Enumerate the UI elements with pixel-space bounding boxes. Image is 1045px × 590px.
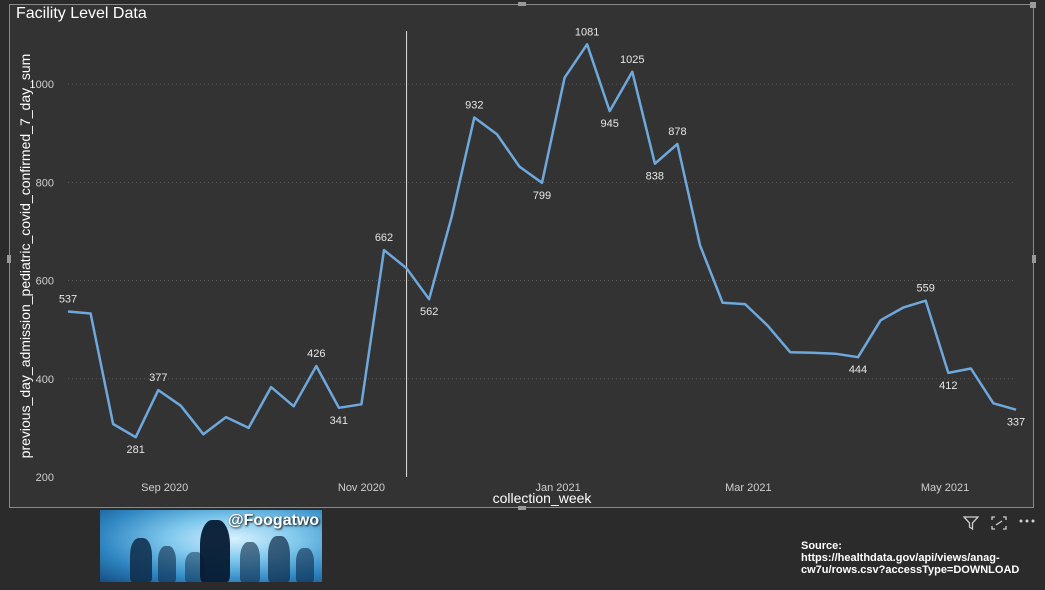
data-label: 662 bbox=[375, 232, 393, 244]
x-tick-label: Nov 2020 bbox=[338, 482, 385, 494]
y-tick-label: 800 bbox=[36, 177, 54, 189]
y-tick-label: 1000 bbox=[30, 79, 54, 91]
x-tick-label: May 2021 bbox=[921, 482, 969, 494]
data-label: 1025 bbox=[620, 54, 644, 66]
y-tick-label: 600 bbox=[36, 276, 54, 288]
data-label: 878 bbox=[668, 126, 686, 138]
silhouette-figure bbox=[240, 542, 260, 582]
hooded-figure bbox=[200, 520, 230, 582]
data-label: 945 bbox=[601, 118, 619, 130]
x-tick-label: Sep 2020 bbox=[141, 482, 188, 494]
x-axis-ticks: Sep 2020 Nov 2020 Jan 2021 Mar 2021 May 2021 bbox=[141, 482, 969, 494]
y-tick-label: 200 bbox=[36, 472, 54, 484]
more-options-icon[interactable] bbox=[1018, 513, 1036, 529]
resize-handle-left[interactable] bbox=[7, 255, 11, 263]
data-label: 559 bbox=[917, 283, 935, 295]
source-text: Source: https://healthdata.gov/api/views… bbox=[801, 540, 1020, 576]
data-label: 537 bbox=[59, 293, 77, 305]
data-label: 838 bbox=[646, 171, 664, 183]
data-label: 341 bbox=[330, 415, 348, 427]
visual-title: Facility Level Data bbox=[16, 5, 147, 22]
focus-mode-icon[interactable] bbox=[991, 516, 1007, 533]
resize-handle-right[interactable] bbox=[1032, 255, 1036, 263]
data-label: 377 bbox=[149, 372, 167, 384]
data-labels: 537 281 377 426 341 662 562 932 799 1081 945 1025 83… bbox=[59, 26, 1025, 456]
data-label: 562 bbox=[420, 306, 438, 318]
y-tick-label: 400 bbox=[36, 374, 54, 386]
visual-container[interactable]: 200 400 600 800 1000 Sep 2020 Nov 2020 Jan 202… bbox=[7, 2, 1036, 510]
line-chart: 200 400 600 800 1000 Sep 2020 Nov 2020 Jan 202… bbox=[17, 26, 1025, 506]
silhouette-figure bbox=[268, 536, 290, 582]
x-axis-title: collection_week bbox=[493, 490, 593, 506]
series-line bbox=[67, 43, 1017, 439]
data-label: 412 bbox=[939, 380, 957, 392]
data-label: 426 bbox=[307, 348, 325, 360]
data-label: 337 bbox=[1007, 417, 1025, 429]
handle-text: @Foogatwo bbox=[228, 512, 320, 529]
resize-handle-top[interactable] bbox=[518, 2, 526, 6]
y-axis-ticks: 200 400 600 800 1000 bbox=[30, 79, 54, 484]
x-tick-label: Mar 2021 bbox=[725, 482, 771, 494]
banner-image: @Foogatwo bbox=[100, 510, 322, 582]
silhouette-figure bbox=[296, 548, 314, 582]
data-label: 281 bbox=[127, 444, 145, 456]
filter-icon[interactable] bbox=[962, 516, 980, 533]
x-tick-label: Jan 2021 bbox=[535, 482, 580, 494]
data-label: 1081 bbox=[575, 26, 599, 38]
data-label: 444 bbox=[849, 364, 867, 376]
grid-lines bbox=[68, 83, 1016, 380]
data-label: 799 bbox=[533, 190, 551, 202]
resize-handle-corner[interactable] bbox=[1030, 2, 1036, 8]
y-axis-title: previous_day_admission_pediatric_covid_c… bbox=[17, 54, 33, 459]
silhouette-figure bbox=[158, 546, 176, 582]
silhouette-figure bbox=[130, 538, 152, 582]
resize-handle-bottom[interactable] bbox=[518, 506, 526, 510]
data-label: 932 bbox=[465, 100, 483, 112]
